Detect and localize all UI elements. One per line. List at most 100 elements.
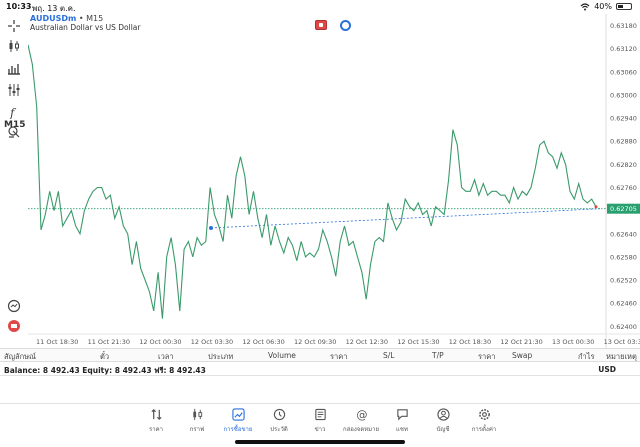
function-icon[interactable]: f	[6, 104, 22, 120]
col-swap[interactable]: Swap	[512, 351, 533, 360]
col-volume[interactable]: Volume	[268, 351, 296, 360]
balance-text: Balance: 8 492.43 Equity: 8 492.43 ฟรี: …	[4, 366, 206, 375]
one-click-trading-icon[interactable]	[6, 318, 22, 334]
time-tick-label: 12 Oct 15:30	[397, 338, 439, 346]
tab-label: การตั้งค่า	[471, 426, 497, 433]
time-tick-label: 12 Oct 09:30	[294, 338, 336, 346]
bar-chart-icon[interactable]	[6, 60, 22, 76]
tab-label: แชท	[396, 426, 408, 433]
price-tick-label: 0.62820	[610, 161, 637, 169]
tab-label: กราฟ	[189, 426, 205, 433]
col-tp[interactable]: T/P	[432, 351, 444, 360]
trade-entry-point	[209, 225, 213, 230]
battery-icon	[616, 3, 632, 10]
col-profit[interactable]: กำไร	[578, 352, 595, 361]
timeframe-label[interactable]: M15	[4, 120, 26, 130]
candlestick-icon[interactable]	[6, 38, 22, 54]
history-icon	[273, 408, 285, 421]
tab-label: ข่าว	[314, 426, 326, 433]
news-icon	[314, 408, 326, 421]
tab-chart[interactable]: กราฟ	[177, 408, 217, 434]
time-tick-label: 12 Oct 21:30	[500, 338, 542, 346]
battery-percent: 40%	[594, 2, 612, 11]
chart-description: Australian Dollar vs US Dollar	[30, 23, 141, 32]
time-tick-label: 12 Oct 00:30	[139, 338, 181, 346]
time-tick-label: 12 Oct 12:30	[346, 338, 388, 346]
price-tick-label: 0.62880	[610, 138, 637, 146]
tab-account[interactable]: บัญชี	[423, 408, 463, 434]
col-sl[interactable]: S/L	[383, 351, 395, 360]
col-ticket[interactable]: ตั๋ว	[100, 352, 110, 361]
chat-icon	[396, 409, 408, 421]
tab-chat[interactable]: แชท	[382, 408, 422, 434]
last-price-dot	[594, 205, 598, 209]
chart-title-separator: •	[76, 14, 87, 23]
price-tick-label: 0.63060	[610, 68, 637, 76]
time-tick-label: 11 Oct 18:30	[36, 338, 78, 346]
chart-icon	[192, 408, 202, 421]
bottom-tab-bar: ราคา กราฟ การซื้อขาย ประวัติ ข่าว @ กล่อ…	[0, 403, 640, 447]
battery-fill	[618, 5, 623, 8]
chart-title: AUDUSDm • M15	[30, 14, 103, 23]
quotes-icon	[150, 409, 162, 420]
trade-icon	[231, 408, 245, 421]
price-tick-label: 0.62940	[610, 115, 637, 123]
status-bar: 10:33 พฤ. 13 ต.ค. 40%	[0, 0, 640, 14]
svg-text:@: @	[356, 409, 367, 421]
price-tick-label: 0.63000	[610, 91, 637, 99]
price-tick-label: 0.62400	[610, 323, 637, 331]
status-date: พฤ. 13 ต.ค.	[32, 4, 76, 13]
wifi-icon	[580, 2, 590, 10]
chart-symbol: AUDUSDm	[30, 14, 77, 23]
home-indicator	[235, 440, 405, 444]
price-tick-label: 0.63120	[610, 45, 637, 53]
col-comment[interactable]: หมายเหตุ	[606, 352, 637, 361]
left-toolbar: f M15	[0, 14, 28, 338]
trade-line	[210, 208, 601, 229]
price-tick-label: 0.62520	[610, 277, 637, 285]
tab-label: บัญชี	[436, 426, 450, 433]
tab-mailbox[interactable]: @ กล่องจดหมาย	[341, 408, 381, 434]
price-tick-label: 0.62460	[610, 300, 637, 308]
col-current-price[interactable]: ราคา	[478, 352, 496, 361]
buy-flag-button[interactable]	[340, 20, 351, 31]
account-icon	[436, 408, 450, 421]
tab-settings[interactable]: การตั้งค่า	[464, 408, 504, 434]
time-tick-label: 12 Oct 18:30	[449, 338, 491, 346]
tab-label: กล่องจดหมาย	[342, 426, 380, 433]
price-tick-label: 0.62640	[610, 230, 637, 238]
price-series-line	[28, 44, 597, 319]
col-symbol[interactable]: สัญลักษณ์	[4, 352, 37, 361]
col-type[interactable]: ประเภท	[208, 352, 234, 361]
time-tick-label: 12 Oct 03:30	[191, 338, 233, 346]
current-price-text: 0.62705	[610, 205, 637, 213]
tab-quotes[interactable]: ราคา	[136, 408, 176, 434]
col-time[interactable]: เวลา	[158, 352, 174, 361]
crosshair-icon[interactable]	[6, 18, 22, 34]
time-tick-label: 11 Oct 21:30	[88, 338, 130, 346]
svg-text:f: f	[9, 106, 17, 119]
settings-icon	[478, 409, 490, 420]
time-tick-label: 13 Oct 00:30	[552, 338, 594, 346]
tab-trade[interactable]: การซื้อขาย	[218, 408, 258, 434]
sell-flag-button[interactable]	[315, 20, 327, 30]
status-time: 10:33	[6, 2, 32, 11]
indicators-icon[interactable]	[6, 82, 22, 98]
mailbox-icon: @	[356, 409, 367, 421]
trade-table-header: สัญลักษณ์ ตั๋ว เวลา ประเภท Volume ราคา S…	[0, 348, 640, 362]
balance-currency: USD	[598, 365, 616, 374]
status-right: 40%	[580, 2, 632, 11]
chart-timeframe: M15	[86, 14, 104, 23]
objects-icon[interactable]	[6, 124, 22, 140]
price-tick-label: 0.62580	[610, 253, 637, 261]
balance-line: Balance: 8 492.43 Equity: 8 492.43 ฟรี: …	[0, 362, 640, 376]
col-price[interactable]: ราคา	[330, 352, 348, 361]
chat-bubble-icon[interactable]	[6, 298, 22, 314]
tab-history[interactable]: ประวัติ	[259, 408, 299, 434]
price-chart[interactable]: 0.63180 0.63120 0.63060 0.63000 0.62940 0.628…	[28, 14, 640, 348]
current-price-label	[607, 203, 640, 214]
price-tick-label: 0.62760	[610, 184, 637, 192]
tab-label: ราคา	[149, 426, 163, 433]
tab-news[interactable]: ข่าว	[300, 408, 340, 434]
price-tick-label: 0.63180	[610, 22, 637, 30]
